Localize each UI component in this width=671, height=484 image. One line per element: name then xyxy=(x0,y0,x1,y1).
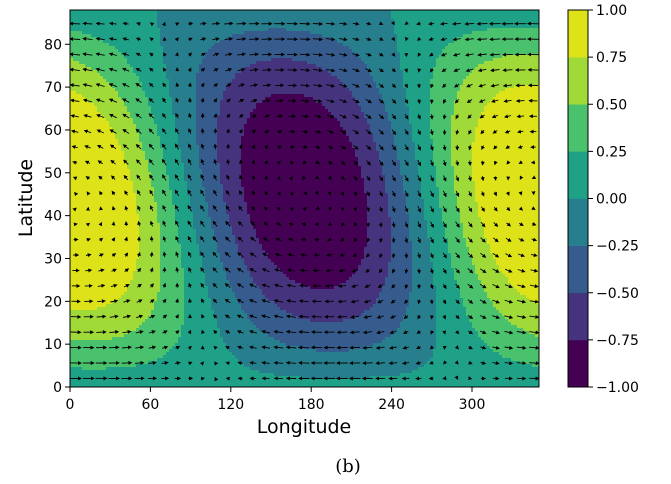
plot-area xyxy=(70,10,542,389)
